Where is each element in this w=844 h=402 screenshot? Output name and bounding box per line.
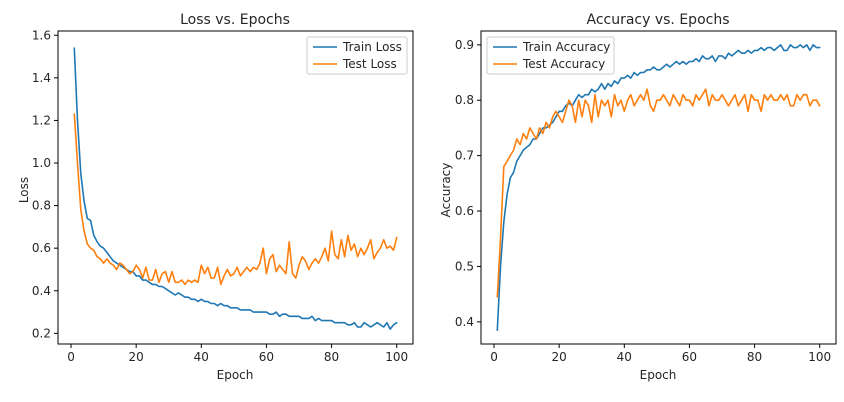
accuracy-x-tick-label: 100 bbox=[808, 350, 831, 364]
accuracy-chart-title: Accuracy vs. Epochs bbox=[586, 12, 729, 28]
loss-x-axis-label: Epoch bbox=[217, 368, 254, 382]
loss-panel: Loss vs. Epochs Epoch Loss 0 20 40 60 80 1000… bbox=[17, 12, 414, 382]
loss-y-tick-label: 0.4 bbox=[32, 284, 51, 298]
loss-legend: Train Loss Test Loss bbox=[306, 36, 408, 75]
accuracy-legend-train-label: Train Accuracy bbox=[522, 40, 610, 54]
accuracy-panel: Accuracy vs. Epochs Epoch Accuracy 0 20 40… bbox=[439, 12, 837, 382]
accuracy-x-tick-label: 0 bbox=[490, 350, 498, 364]
accuracy-y-tick-label: 0.9 bbox=[455, 38, 474, 52]
loss-x-tick-label: 40 bbox=[194, 350, 209, 364]
loss-legend-test-label: Test Loss bbox=[342, 57, 397, 71]
accuracy-y-tick-label: 0.4 bbox=[455, 315, 474, 329]
loss-y-tick-label: 0.8 bbox=[32, 199, 51, 213]
loss-test-loss-line bbox=[73, 113, 398, 286]
accuracy-legend-box bbox=[486, 36, 615, 75]
loss-series-lines bbox=[73, 47, 398, 330]
accuracy-series-lines bbox=[496, 43, 821, 332]
accuracy-axis-ticks: 0 20 40 60 80 100 0.4 0.5 0.6 0.7 0.8 0.9 bbox=[455, 38, 831, 364]
accuracy-y-tick-label: 0.8 bbox=[455, 93, 474, 107]
loss-y-tick-label: 1.6 bbox=[32, 28, 51, 42]
loss-axis-ticks: 0 20 40 60 80 100 0.2 0.4 0.6 0.8 1.0 1.2 1.4 1.6 bbox=[32, 28, 408, 364]
loss-y-axis-label: Loss bbox=[17, 177, 31, 203]
accuracy-x-tick-label: 20 bbox=[552, 350, 567, 364]
loss-x-tick-label: 100 bbox=[385, 350, 408, 364]
accuracy-legend: Train Accuracy Test Accuracy bbox=[486, 36, 615, 75]
loss-chart-title: Loss vs. Epochs bbox=[180, 12, 290, 28]
accuracy-x-tick-label: 80 bbox=[747, 350, 762, 364]
loss-x-tick-label: 80 bbox=[324, 350, 339, 364]
loss-plot-frame bbox=[57, 30, 414, 345]
accuracy-x-tick-label: 40 bbox=[617, 350, 632, 364]
accuracy-plot-frame bbox=[480, 30, 837, 345]
accuracy-x-axis-label: Epoch bbox=[640, 368, 677, 382]
accuracy-y-tick-label: 0.7 bbox=[455, 149, 474, 163]
loss-y-tick-label: 0.6 bbox=[32, 241, 51, 255]
loss-legend-train-label: Train Loss bbox=[342, 40, 402, 54]
accuracy-test-accuracy-line bbox=[496, 88, 821, 298]
loss-y-tick-label: 0.2 bbox=[32, 326, 51, 340]
loss-y-tick-label: 1.0 bbox=[32, 156, 51, 170]
loss-x-tick-label: 0 bbox=[67, 350, 75, 364]
loss-y-tick-label: 1.4 bbox=[32, 71, 51, 85]
loss-y-tick-label: 1.2 bbox=[32, 113, 51, 127]
accuracy-y-tick-label: 0.5 bbox=[455, 259, 474, 273]
loss-x-tick-label: 60 bbox=[259, 350, 274, 364]
accuracy-y-axis-label: Accuracy bbox=[439, 163, 453, 218]
accuracy-x-tick-label: 60 bbox=[682, 350, 697, 364]
accuracy-y-tick-label: 0.6 bbox=[455, 204, 474, 218]
accuracy-legend-test-label: Test Accuracy bbox=[522, 57, 605, 71]
loss-x-tick-label: 20 bbox=[129, 350, 144, 364]
